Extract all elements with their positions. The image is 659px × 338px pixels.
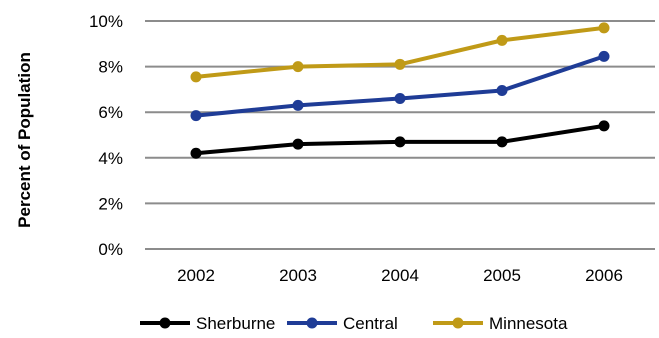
y-tick-label: 4% xyxy=(98,149,123,168)
y-axis-tick-labels: 0% 2% 4% 6% 8% 10% xyxy=(89,12,123,259)
data-point xyxy=(496,136,508,148)
data-point xyxy=(598,120,610,132)
legend-label: Sherburne xyxy=(196,314,275,333)
legend: Sherburne Central Minnesota xyxy=(140,314,568,333)
legend-marker xyxy=(306,317,318,329)
x-tick-label: 2003 xyxy=(279,266,317,285)
data-point xyxy=(292,138,304,150)
data-point xyxy=(190,147,202,159)
y-tick-label: 2% xyxy=(98,194,123,213)
legend-item-central: Central xyxy=(287,314,398,333)
data-point xyxy=(496,34,508,46)
x-tick-label: 2004 xyxy=(381,266,419,285)
y-tick-label: 10% xyxy=(89,12,123,31)
data-point xyxy=(598,50,610,62)
x-axis-tick-labels: 2002 2003 2004 2005 2006 xyxy=(177,266,623,285)
y-axis-label: Percent of Population xyxy=(15,52,34,228)
series-lines xyxy=(190,22,610,159)
data-point xyxy=(598,22,610,34)
x-tick-label: 2002 xyxy=(177,266,215,285)
x-tick-label: 2006 xyxy=(585,266,623,285)
data-point xyxy=(190,110,202,122)
legend-item-minnesota: Minnesota xyxy=(433,314,568,333)
legend-marker xyxy=(452,317,464,329)
data-point xyxy=(394,93,406,105)
series-minnesota xyxy=(190,22,610,83)
data-point xyxy=(190,71,202,83)
data-point xyxy=(292,61,304,73)
y-tick-label: 6% xyxy=(98,103,123,122)
data-point xyxy=(394,58,406,70)
series-central xyxy=(190,50,610,122)
data-point xyxy=(394,136,406,148)
series-sherburne xyxy=(190,120,610,159)
data-point xyxy=(496,85,508,97)
data-point xyxy=(292,99,304,111)
legend-label: Central xyxy=(343,314,398,333)
gridlines xyxy=(145,20,655,250)
legend-marker xyxy=(159,317,171,329)
y-tick-label: 8% xyxy=(98,58,123,77)
x-tick-label: 2005 xyxy=(483,266,521,285)
y-tick-label: 0% xyxy=(98,240,123,259)
legend-label: Minnesota xyxy=(489,314,568,333)
legend-item-sherburne: Sherburne xyxy=(140,314,275,333)
